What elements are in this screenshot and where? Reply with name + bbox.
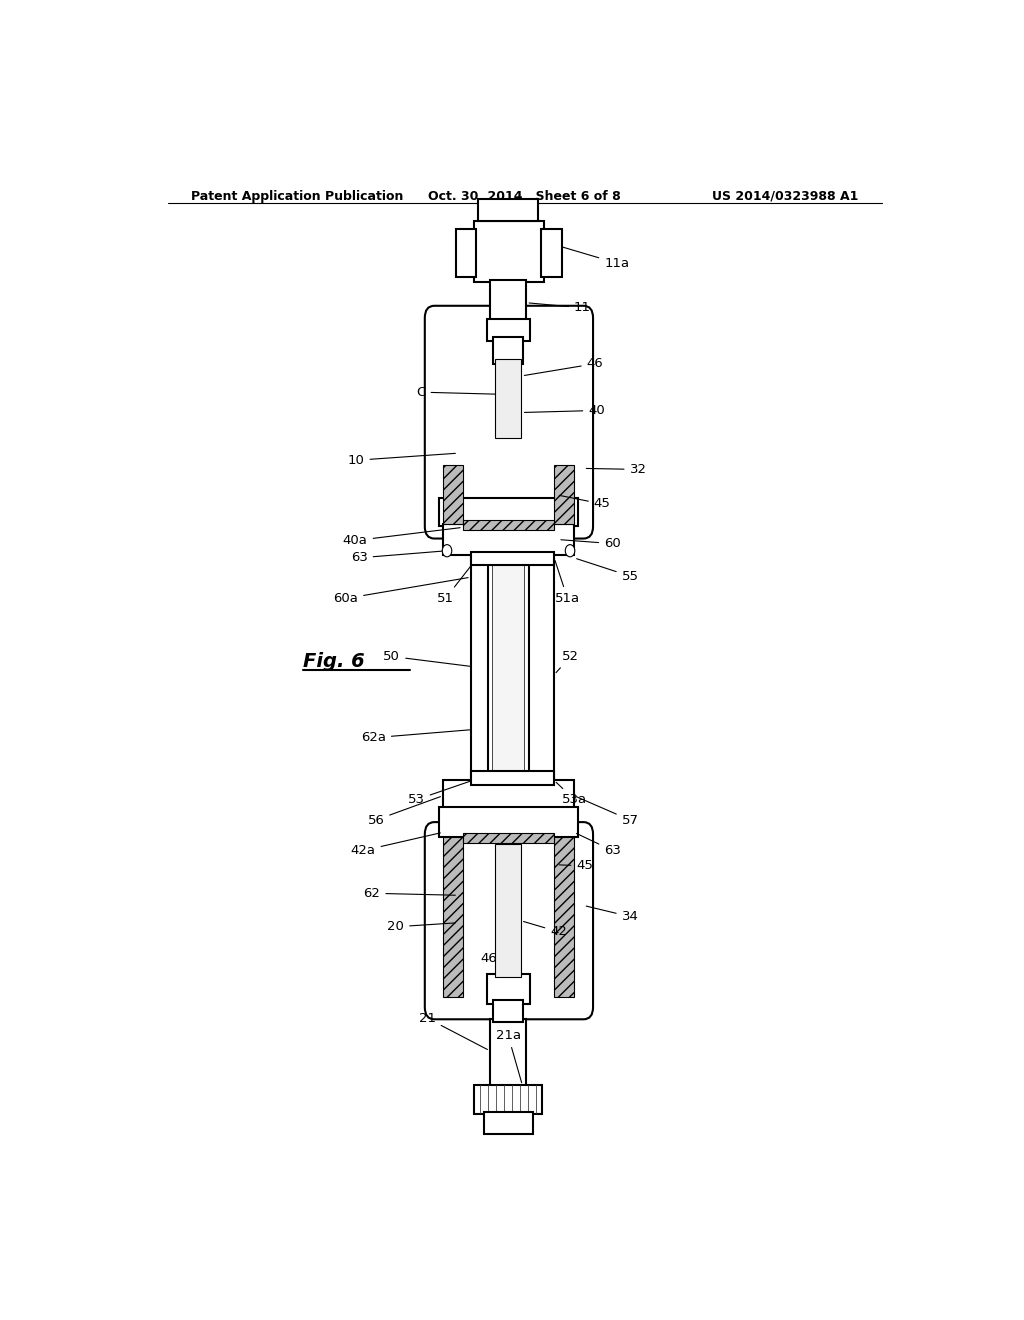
Circle shape <box>442 545 452 557</box>
Bar <box>471 554 554 779</box>
Bar <box>487 560 528 775</box>
Polygon shape <box>554 837 574 997</box>
Text: Oct. 30, 2014   Sheet 6 of 8: Oct. 30, 2014 Sheet 6 of 8 <box>428 190 622 202</box>
Bar <box>494 338 523 364</box>
Text: 20: 20 <box>387 920 456 933</box>
Text: 55: 55 <box>577 558 639 582</box>
FancyBboxPatch shape <box>425 822 593 1019</box>
Bar <box>463 520 554 531</box>
Text: 10: 10 <box>347 453 456 467</box>
Polygon shape <box>554 466 574 524</box>
Bar <box>494 1001 523 1022</box>
Text: 52: 52 <box>556 649 580 673</box>
Text: 50: 50 <box>383 649 470 667</box>
Text: 45: 45 <box>559 495 610 511</box>
Bar <box>474 222 544 282</box>
Bar <box>496 359 521 438</box>
Bar <box>443 780 574 809</box>
Text: Fig. 6: Fig. 6 <box>303 652 365 671</box>
Bar <box>496 845 521 977</box>
Polygon shape <box>443 466 463 524</box>
Text: 40: 40 <box>524 404 605 417</box>
Bar <box>471 771 554 784</box>
Text: 57: 57 <box>577 797 639 826</box>
Text: 62a: 62a <box>360 730 470 744</box>
Bar <box>542 228 562 277</box>
Text: Patent Application Publication: Patent Application Publication <box>191 190 403 202</box>
Text: 51a: 51a <box>555 561 580 605</box>
Text: C: C <box>417 385 495 399</box>
Text: 63: 63 <box>577 833 621 857</box>
Text: 40a: 40a <box>343 528 460 546</box>
Text: 32: 32 <box>587 463 646 477</box>
Bar <box>478 199 539 222</box>
Text: 21: 21 <box>419 1011 487 1049</box>
Text: 42a: 42a <box>350 833 440 857</box>
FancyBboxPatch shape <box>425 306 593 539</box>
Text: 51: 51 <box>437 560 475 605</box>
Text: 56: 56 <box>368 797 440 826</box>
Polygon shape <box>443 837 463 997</box>
Bar <box>489 1019 526 1089</box>
Text: 60: 60 <box>561 537 621 550</box>
Text: 53: 53 <box>408 781 470 807</box>
Bar <box>486 319 529 342</box>
Bar <box>456 228 476 277</box>
Bar <box>474 1085 543 1114</box>
Text: 46: 46 <box>480 952 506 965</box>
Text: 53a: 53a <box>556 783 587 807</box>
Bar <box>439 498 578 527</box>
Bar <box>486 974 529 1005</box>
Bar <box>439 807 578 837</box>
Bar <box>443 524 574 554</box>
Text: 63: 63 <box>351 550 444 565</box>
Text: 11a: 11a <box>547 243 630 269</box>
Text: 60a: 60a <box>333 578 468 605</box>
Text: 62: 62 <box>364 887 456 900</box>
Circle shape <box>565 545 574 557</box>
Text: 46: 46 <box>524 358 603 375</box>
Text: 21a: 21a <box>496 1030 521 1082</box>
Text: 34: 34 <box>586 906 639 923</box>
Text: US 2014/0323988 A1: US 2014/0323988 A1 <box>712 190 858 202</box>
Text: 42: 42 <box>523 921 567 939</box>
Bar <box>483 1111 532 1134</box>
Text: 11: 11 <box>529 301 591 314</box>
Bar <box>489 280 526 321</box>
Bar <box>471 552 554 565</box>
Text: 45: 45 <box>559 859 593 873</box>
Bar <box>463 833 554 843</box>
Text: 58: 58 <box>495 565 512 582</box>
Bar <box>493 562 524 772</box>
